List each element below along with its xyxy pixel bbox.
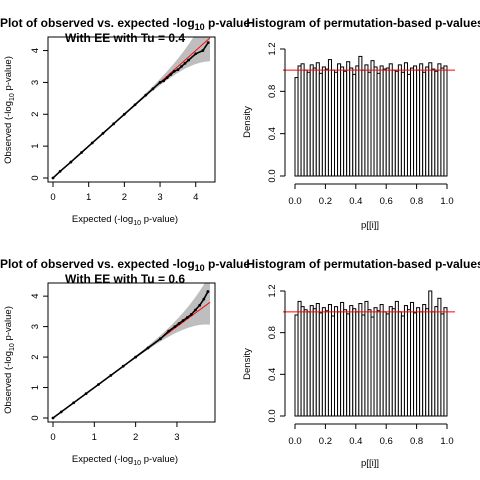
chart-title: Histogram of permutation-based p-values	[246, 257, 480, 271]
chart-title: Plot of observed vs. expected -log10 p-v…	[0, 16, 250, 32]
plot-frame	[47, 36, 216, 183]
y-tick-label: 0.0	[267, 169, 278, 182]
x-tick-label: 2	[122, 192, 127, 203]
label-part: p-value	[205, 16, 251, 30]
y-tick-label: 1.2	[267, 284, 278, 297]
label-part: p-value)	[141, 214, 178, 225]
label-part: p-value)	[3, 56, 14, 93]
y-axis-label: Density	[242, 348, 253, 380]
chart-title: Histogram of permutation-based p-values	[246, 16, 480, 30]
x-tick-label: 1.0	[440, 436, 453, 447]
x-tick-label: 3	[174, 432, 179, 443]
y-tick-label: 0.4	[267, 127, 278, 140]
y-tick-label: 0.8	[267, 85, 278, 98]
x-axis-label: Expected (-log10 p-value)	[72, 454, 178, 467]
label-part: Observed (-log	[3, 351, 14, 414]
panel-0: 0 1 2 3 4 0 1 2 3 4 Plot of observed vs. expected …	[0, 16, 250, 227]
label-part: p-value)	[3, 306, 14, 343]
x-axis-label: Expected (-log10 p-value)	[72, 214, 178, 227]
x-tick-label: 0	[50, 432, 55, 443]
label-part: Plot of observed vs. expected -log	[0, 16, 195, 30]
label-part: p-value)	[141, 454, 178, 465]
chart-title: Plot of observed vs. expected -log10 p-v…	[0, 257, 250, 273]
chart-subtitle: With EE with Tu = 0.6	[65, 272, 185, 286]
x-tick-label: 3	[157, 192, 162, 203]
subscript-ten: 10	[8, 93, 16, 101]
histogram-bar	[443, 65, 448, 177]
x-tick-label: 2	[133, 432, 138, 443]
x-tick-label: 0.4	[349, 436, 362, 447]
x-tick-label: 0.6	[380, 196, 393, 207]
x-axis-label: p[[i]]	[361, 220, 379, 231]
label-part: Observed (-log	[3, 101, 14, 164]
label-part: Expected (-log	[72, 214, 133, 225]
label-part: Expected (-log	[72, 454, 133, 465]
y-axis-label: Observed (-log10 p-value)	[3, 306, 16, 414]
chart-subtitle: With EE with Tu = 0.4	[65, 31, 185, 45]
panel-3: 0.0 0.2 0.4 0.6 0.8 1.0 0.0 0.4 0.8 1.2 Histogram …	[242, 257, 480, 469]
y-tick-label: 1.2	[267, 42, 278, 55]
y-tick-label: 0.0	[267, 409, 278, 422]
subscript-ten: 10	[195, 22, 205, 32]
x-tick-label: 0	[50, 192, 55, 203]
y-tick-label: 4	[30, 48, 41, 53]
subscript-ten: 10	[195, 263, 205, 273]
subscript-ten: 10	[8, 343, 16, 351]
x-tick-label: 0.6	[380, 436, 393, 447]
y-tick-label: 1	[30, 385, 41, 390]
label-part: Plot of observed vs. expected -log	[0, 257, 195, 271]
confidence-band	[53, 283, 210, 418]
y-axis-label: Density	[242, 106, 253, 138]
x-tick-label: 0.2	[319, 196, 332, 207]
x-tick-label: 0.0	[288, 436, 301, 447]
panel-2: 0 1 2 3 0 1 2 3 4 Plot of observed vs. expected -…	[0, 257, 250, 467]
x-axis-label: p[[i]]	[361, 458, 379, 469]
y-tick-label: 0.8	[267, 326, 278, 339]
panel-1: 0.0 0.2 0.4 0.6 0.8 1.0 0.0 0.4 0.8 1.2 Histogram …	[242, 16, 480, 231]
x-tick-label: 1.0	[440, 196, 453, 207]
x-tick-label: 4	[193, 192, 198, 203]
y-tick-label: 1	[30, 143, 41, 148]
subscript-ten: 10	[133, 219, 141, 227]
histogram-bar	[443, 307, 448, 417]
y-tick-label: 3	[30, 80, 41, 85]
y-tick-label: 0	[30, 415, 41, 420]
y-tick-label: 3	[30, 324, 41, 329]
y-tick-label: 0.4	[267, 368, 278, 381]
x-tick-label: 0.0	[288, 196, 301, 207]
label-part: p-value	[205, 257, 251, 271]
y-axis-label: Observed (-log10 p-value)	[3, 56, 16, 164]
x-tick-label: 0.8	[410, 436, 423, 447]
x-tick-label: 1	[92, 432, 97, 443]
x-tick-label: 0.8	[410, 196, 423, 207]
y-tick-label: 0	[30, 175, 41, 180]
x-tick-label: 0.4	[349, 196, 362, 207]
x-tick-label: 1	[86, 192, 91, 203]
y-tick-label: 2	[30, 112, 41, 117]
y-tick-label: 2	[30, 354, 41, 359]
observed-points-trace	[52, 291, 209, 419]
x-tick-label: 0.2	[319, 436, 332, 447]
subscript-ten: 10	[133, 459, 141, 467]
y-tick-label: 4	[30, 293, 41, 298]
plot-frame	[47, 282, 216, 423]
observed-points-trace	[52, 42, 209, 179]
